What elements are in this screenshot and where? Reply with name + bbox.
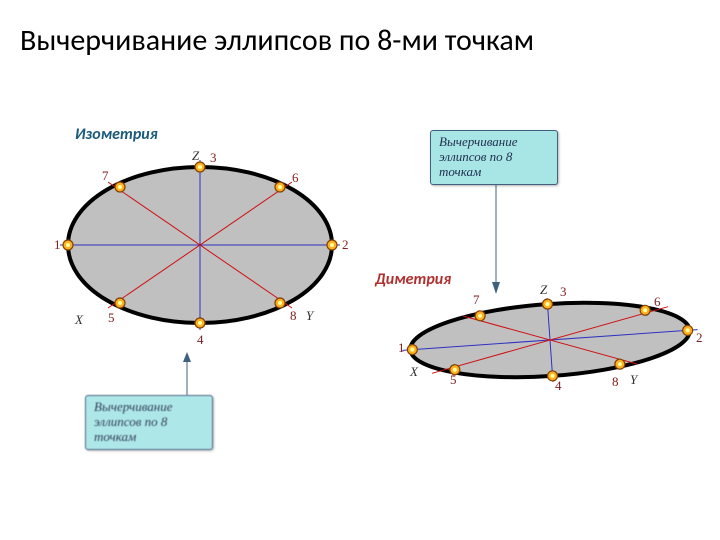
iso-callout: Вычерчивание эллипсов по 8 точкам [85,395,213,450]
dim-callout-arrow [488,182,528,302]
dim-n1: 1 [398,340,405,356]
iso-axis-y: Y [306,308,313,324]
iso-n5: 5 [108,310,115,326]
dim-n5: 5 [450,372,457,388]
dim-n3: 3 [560,284,567,300]
dim-n4: 4 [555,378,562,394]
iso-n4: 4 [197,332,204,348]
iso-n7: 7 [102,168,109,184]
iso-n8: 8 [290,308,297,324]
dim-axis-z: Z [540,282,547,298]
iso-callout-arrow [175,350,205,400]
dim-axis-y: Y [630,372,637,388]
dim-n2: 2 [696,330,703,346]
page-title: Вычерчивание эллипсов по 8-ми точкам [20,22,534,59]
dim-axis-x: X [410,364,418,380]
iso-axis-z: Z [192,148,199,164]
iso-n3: 3 [210,150,217,166]
iso-n2: 2 [342,237,349,253]
dim-callout-text: Вычерчивание эллипсов по 8 точкам [439,134,518,179]
dim-callout: Вычерчивание эллипсов по 8 точкам [430,130,558,185]
dim-n8: 8 [612,374,619,390]
dimetry-diagram [390,260,710,420]
iso-n1: 1 [54,237,61,253]
slide: Вычерчивание эллипсов по 8-ми точкам Изо… [0,0,720,540]
iso-n6: 6 [292,170,299,186]
dim-n6: 6 [654,294,661,310]
iso-callout-text: Вычерчивание эллипсов по 8 точкам [94,399,173,444]
dim-n7: 7 [473,292,480,308]
iso-axis-x: X [75,312,83,328]
